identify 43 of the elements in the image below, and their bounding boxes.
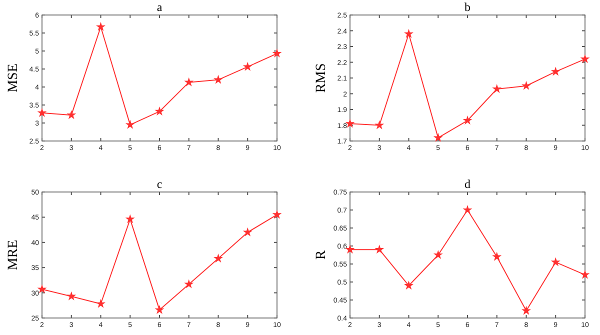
point bbox=[66, 110, 76, 120]
point bbox=[184, 279, 194, 288]
point bbox=[433, 250, 443, 260]
chart-title: d bbox=[464, 177, 470, 191]
point bbox=[242, 62, 252, 71]
point bbox=[37, 284, 47, 294]
y-axis-title: MRE bbox=[6, 240, 21, 270]
point bbox=[404, 28, 414, 38]
point bbox=[462, 116, 472, 125]
point bbox=[184, 77, 194, 86]
point bbox=[374, 244, 384, 254]
point bbox=[214, 254, 223, 263]
point bbox=[522, 306, 531, 315]
point bbox=[404, 280, 414, 290]
point bbox=[550, 257, 560, 266]
point bbox=[66, 291, 76, 300]
point bbox=[580, 270, 590, 279]
point bbox=[345, 244, 355, 254]
point bbox=[96, 298, 106, 308]
point bbox=[522, 80, 531, 90]
point bbox=[154, 106, 164, 116]
y-axis-title: RMS bbox=[314, 63, 329, 93]
point bbox=[96, 22, 106, 31]
chart-title: c bbox=[156, 177, 162, 191]
point bbox=[37, 108, 47, 117]
chart-title: b bbox=[464, 0, 470, 14]
point bbox=[125, 120, 135, 129]
point bbox=[125, 214, 135, 224]
point bbox=[433, 132, 443, 142]
point bbox=[154, 304, 164, 314]
y-axis-title: R bbox=[314, 250, 329, 260]
y-axis-title: MSE bbox=[6, 64, 21, 92]
point bbox=[550, 66, 560, 76]
point bbox=[272, 210, 282, 219]
point bbox=[214, 74, 223, 84]
point bbox=[242, 227, 252, 236]
point bbox=[492, 252, 502, 261]
point bbox=[580, 54, 590, 64]
point bbox=[492, 84, 502, 94]
point bbox=[374, 120, 384, 130]
point bbox=[272, 48, 282, 58]
point bbox=[462, 205, 472, 214]
chart-title: a bbox=[156, 0, 163, 14]
